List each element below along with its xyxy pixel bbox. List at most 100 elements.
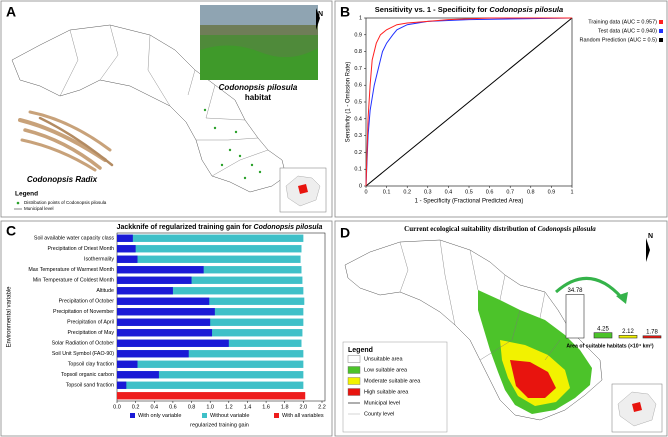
legend-title: Legend bbox=[15, 191, 38, 198]
category-label: Topsoil clay fraction bbox=[68, 362, 114, 368]
panel-d-frame bbox=[334, 220, 668, 437]
bar bbox=[117, 276, 192, 284]
legend-entry: Random Prediction (AUC = 0.5) bbox=[580, 37, 658, 43]
y-tick-label: 0 bbox=[359, 183, 362, 189]
legend-entry: Without variable bbox=[210, 413, 249, 419]
radix-photo bbox=[18, 110, 114, 172]
species-label: Codonopsis pilosula bbox=[219, 83, 298, 92]
panel-b-frame bbox=[334, 0, 668, 218]
x-tick-label: 1.6 bbox=[262, 404, 270, 410]
x-tick-label: 0.4 bbox=[150, 404, 158, 410]
bar bbox=[117, 350, 189, 358]
bar bbox=[117, 255, 138, 263]
legend: Unsuitable area Low suitable area Moderate… bbox=[347, 355, 421, 417]
habitat-label: habitat bbox=[245, 93, 272, 102]
bar bbox=[117, 297, 210, 305]
value-label: 2.12 bbox=[622, 329, 634, 335]
x-tick-label: 1.2 bbox=[225, 404, 233, 410]
north-arrow-a bbox=[316, 8, 320, 30]
legend-dot bbox=[16, 201, 20, 205]
roc-line bbox=[365, 17, 573, 187]
x-tick-label: 2.0 bbox=[300, 404, 308, 410]
x-tick-label: 0.2 bbox=[403, 189, 411, 195]
bar bbox=[117, 371, 304, 379]
category-label: Soil available water capacity class bbox=[34, 236, 114, 242]
bar bbox=[117, 329, 213, 337]
x-tick-label: 0 bbox=[364, 189, 367, 195]
category-label: Max Temperature of Warmest Month bbox=[28, 267, 114, 273]
panel-c-frame bbox=[0, 220, 333, 437]
title-text: Sensitivity vs. 1 - Specificity for bbox=[375, 5, 490, 14]
legend-swatch bbox=[659, 38, 663, 42]
category-label: Altitude bbox=[96, 288, 114, 294]
roc-line bbox=[365, 17, 572, 187]
bar bbox=[117, 297, 305, 305]
y-tick-label: 0.8 bbox=[354, 49, 362, 55]
bar bbox=[117, 371, 159, 379]
bar bbox=[642, 335, 662, 339]
legend-entry: High suitable area bbox=[364, 389, 409, 395]
bar bbox=[565, 294, 585, 339]
category-label: Soil Unit Symbol (FAO-90) bbox=[52, 351, 114, 357]
legend-entry: With all variables bbox=[282, 413, 324, 419]
x-tick-label: 0.6 bbox=[486, 189, 494, 195]
legend-swatch bbox=[130, 413, 135, 418]
legend-swatch bbox=[347, 366, 361, 374]
category-label: Precipitation of November bbox=[53, 309, 114, 315]
x-axis-label: Area of suitable habitats (×10⁴ km²) bbox=[566, 343, 653, 349]
legend-entry: Distribution points of Codonopsis pilosu… bbox=[24, 200, 107, 205]
bar bbox=[117, 287, 173, 295]
x-tick-label: 0.5 bbox=[465, 189, 473, 195]
legend-swatch bbox=[202, 413, 207, 418]
bar bbox=[117, 318, 211, 326]
title-text: Jackknife of regularized training gain f… bbox=[117, 224, 254, 231]
legend-entry: Unsuitable area bbox=[364, 356, 403, 362]
legend-swatch bbox=[274, 413, 279, 418]
value-label: 1.78 bbox=[646, 329, 658, 335]
bar bbox=[117, 360, 304, 368]
legend-entry: County level bbox=[364, 411, 394, 417]
bar bbox=[117, 308, 215, 316]
y-tick-label: 0.2 bbox=[354, 150, 362, 156]
map-d bbox=[344, 239, 603, 421]
value-label: 4.25 bbox=[597, 326, 609, 332]
x-tick-label: 1.8 bbox=[281, 404, 289, 410]
legend-swatch bbox=[347, 388, 361, 396]
panel-letter: A bbox=[6, 4, 16, 20]
category-label: Min Temperature of Coldest Month bbox=[33, 278, 114, 284]
y-tick-label: 0.9 bbox=[354, 32, 362, 38]
bar bbox=[593, 332, 613, 339]
y-tick-label: 0.3 bbox=[354, 133, 362, 139]
bar bbox=[117, 245, 302, 253]
bar bbox=[117, 350, 304, 358]
x-tick-label: 1 bbox=[570, 189, 573, 195]
north-label: N bbox=[648, 233, 653, 240]
category-label: Precipitation of Driest Month bbox=[47, 246, 114, 252]
letter-bg bbox=[4, 4, 20, 21]
x-tick-label: 0.8 bbox=[527, 189, 535, 195]
x-tick-label: 0.3 bbox=[424, 189, 432, 195]
legend-entry: Low suitable area bbox=[364, 367, 408, 373]
x-tick-label: 0.9 bbox=[548, 189, 556, 195]
north-label: N bbox=[318, 11, 323, 18]
legend-entry: Municipal level bbox=[24, 206, 54, 211]
x-tick-label: 0.1 bbox=[383, 189, 391, 195]
bar bbox=[117, 287, 304, 295]
panel-a-frame bbox=[0, 0, 333, 218]
china-inset-d bbox=[611, 383, 663, 433]
legend-entry: Moderate suitable area bbox=[364, 378, 421, 384]
title-species: Codonopsis pilosula bbox=[489, 5, 563, 14]
x-axis-label: regularized training gain bbox=[190, 422, 249, 428]
y-tick-label: 0.4 bbox=[354, 116, 362, 122]
bar bbox=[117, 276, 303, 284]
title-species: Codonopsis pilosula bbox=[254, 224, 323, 231]
y-tick-label: 1 bbox=[359, 15, 362, 21]
x-tick-label: 0.8 bbox=[188, 404, 196, 410]
x-tick-label: 0.0 bbox=[113, 404, 121, 410]
china-inset-a bbox=[279, 167, 327, 213]
legend-swatch bbox=[659, 20, 663, 24]
north-arrow-d bbox=[646, 238, 650, 262]
map-a bbox=[11, 24, 287, 193]
x-tick-label: 1.0 bbox=[206, 404, 214, 410]
